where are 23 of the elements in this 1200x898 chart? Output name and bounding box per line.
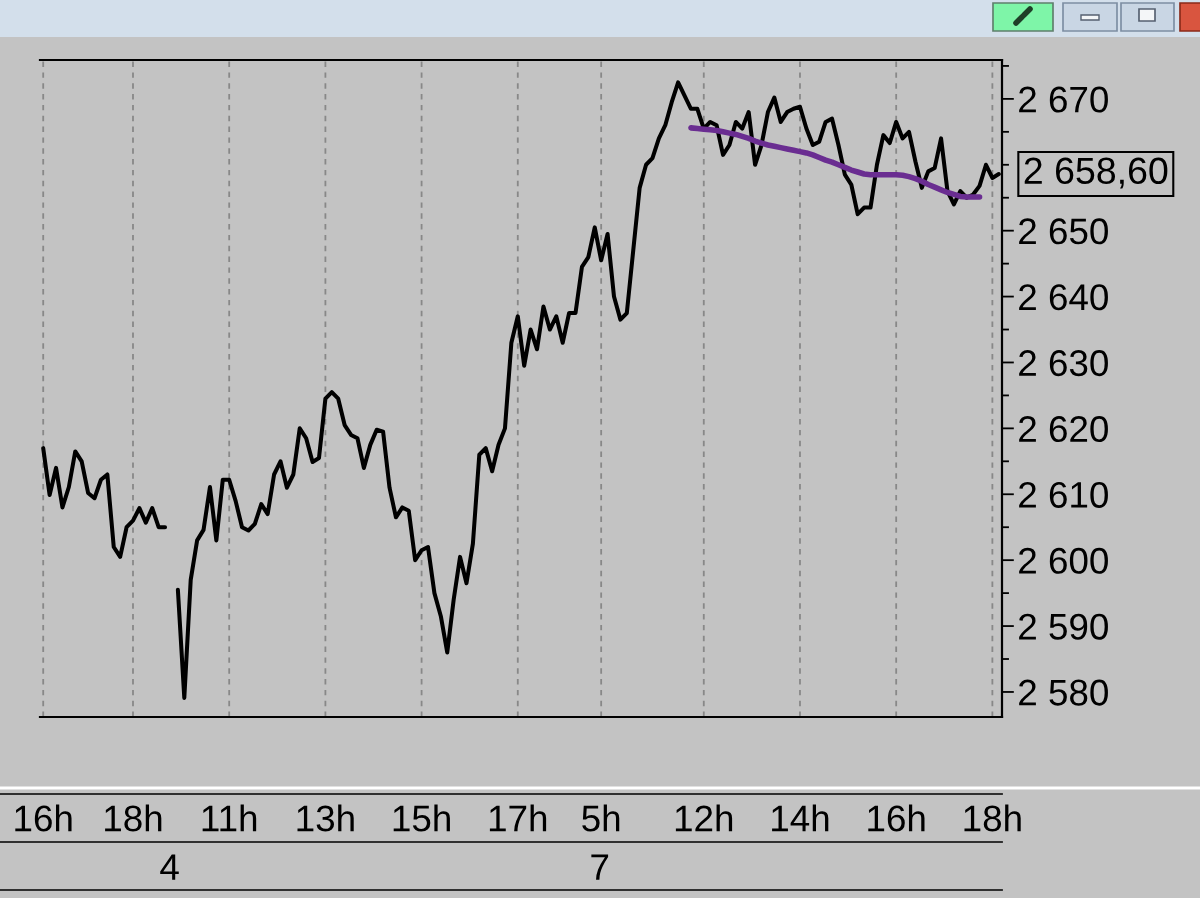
x2-tick-label: 4 (160, 854, 179, 880)
x2-tick-label: 7 (591, 854, 609, 880)
x-tick-label: 12h (675, 804, 733, 832)
y-tick-label: 2 670 (1019, 86, 1108, 113)
text: 2 658,60 (1024, 157, 1168, 189)
x-tick-label: 17h (489, 804, 547, 832)
x-tick-label: 16h (868, 804, 925, 832)
x-tick-label: 15h (393, 804, 450, 832)
x-tick-label: 11h (202, 804, 257, 832)
y-tick-label: 2 610 (1019, 481, 1108, 508)
y-tick-label: 2 640 (1019, 284, 1108, 311)
y-tick-label: 2 630 (1019, 350, 1108, 377)
y-tick-label: 2 600 (1019, 547, 1108, 574)
x-tick-label: 16h (15, 804, 72, 832)
x-tick-label: 14h (772, 804, 829, 832)
y-tick-label: 2 580 (1019, 679, 1108, 706)
y-tick-label: 2 590 (1019, 613, 1108, 640)
x-tick-label: 5h (582, 804, 620, 832)
x-tick-label: 18h (964, 804, 1021, 832)
y-tick-label: 2 620 (1019, 416, 1108, 443)
y-tick-label: 2 650 (1019, 218, 1108, 245)
x-tick-label: 13h (297, 804, 354, 832)
x-tick-label: 18h (105, 804, 162, 832)
